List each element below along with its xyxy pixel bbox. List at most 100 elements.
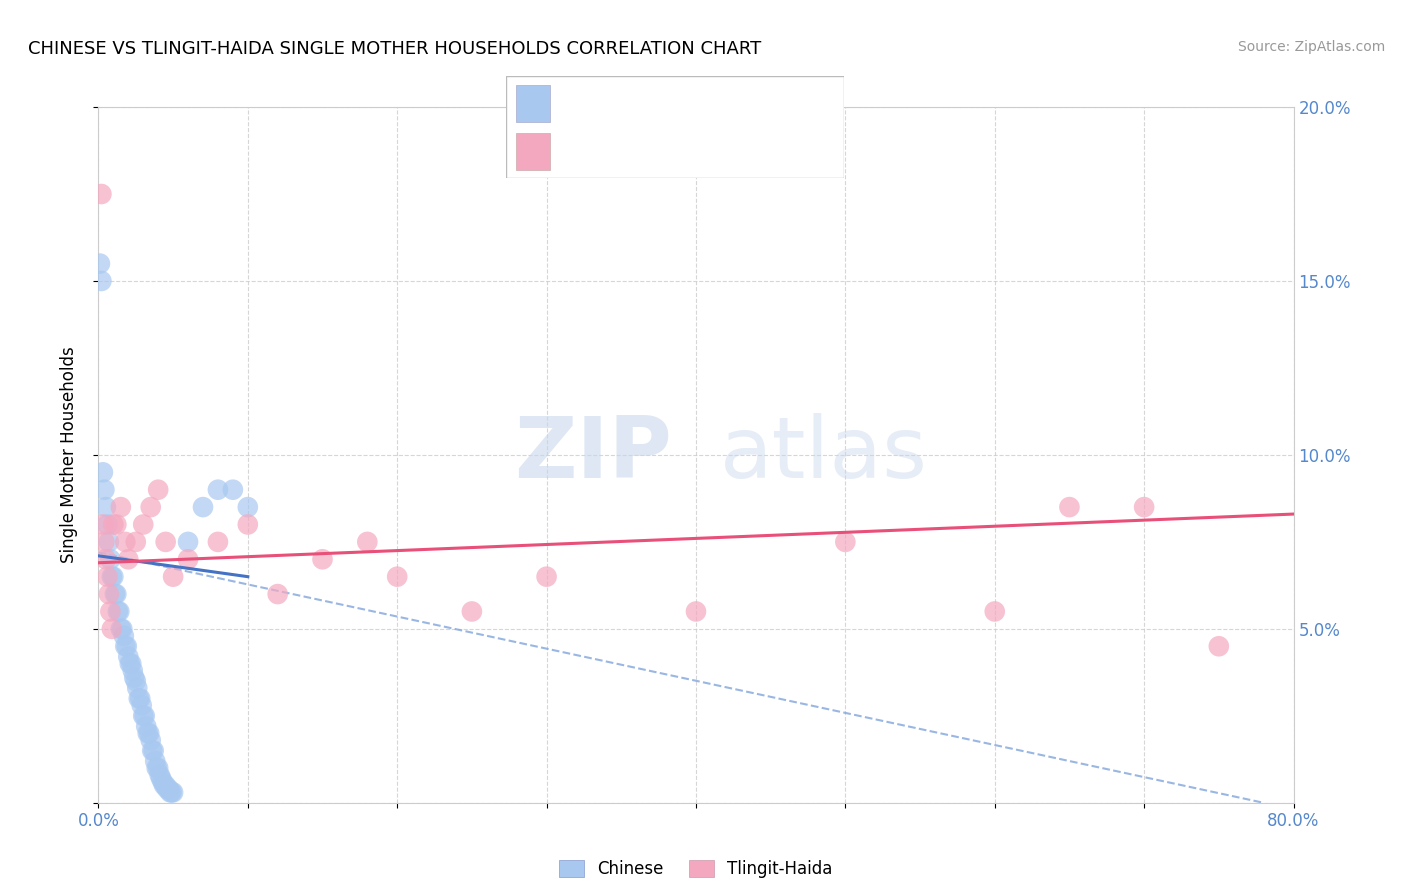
Point xyxy=(110,622,132,636)
FancyBboxPatch shape xyxy=(516,133,550,170)
Point xyxy=(128,691,150,706)
Point xyxy=(356,534,378,549)
Point xyxy=(222,483,245,497)
Point xyxy=(142,744,165,758)
Point xyxy=(97,534,120,549)
Point xyxy=(104,587,127,601)
Point xyxy=(125,534,148,549)
Point xyxy=(132,517,155,532)
Point xyxy=(139,733,162,747)
Point xyxy=(105,517,128,532)
Point xyxy=(685,605,707,619)
Point xyxy=(311,552,333,566)
Point xyxy=(149,768,172,782)
Point xyxy=(141,744,163,758)
Point xyxy=(207,483,229,497)
Point xyxy=(236,500,259,514)
Point xyxy=(114,639,136,653)
Point xyxy=(89,256,111,270)
Point xyxy=(108,605,131,619)
Text: R =  -0.058   N = 55: R = -0.058 N = 55 xyxy=(560,95,770,112)
Point xyxy=(94,552,117,566)
Point xyxy=(135,719,157,733)
Point xyxy=(114,534,136,549)
Point xyxy=(127,681,149,695)
Point xyxy=(124,671,146,685)
Text: R =  0.139   N = 34: R = 0.139 N = 34 xyxy=(560,141,759,159)
Point xyxy=(139,500,162,514)
Point xyxy=(143,754,166,768)
Point xyxy=(155,778,177,792)
Point xyxy=(162,785,184,799)
FancyBboxPatch shape xyxy=(506,76,844,178)
Point xyxy=(984,605,1007,619)
Text: 80.0%: 80.0% xyxy=(1267,812,1320,830)
Point xyxy=(117,649,139,664)
Point xyxy=(103,570,125,584)
Point xyxy=(101,622,124,636)
Point xyxy=(159,785,181,799)
Point xyxy=(236,517,259,532)
Point xyxy=(160,785,183,799)
Point xyxy=(100,552,122,566)
Point xyxy=(834,534,856,549)
Point xyxy=(121,664,143,678)
Point xyxy=(112,629,135,643)
Point xyxy=(118,657,141,671)
Text: atlas: atlas xyxy=(720,413,928,497)
Y-axis label: Single Mother Households: Single Mother Households xyxy=(59,347,77,563)
Point xyxy=(153,778,176,792)
Point xyxy=(115,639,138,653)
Point xyxy=(155,534,177,549)
Point xyxy=(1208,639,1230,653)
Point xyxy=(90,274,112,288)
Point xyxy=(131,698,153,713)
Point xyxy=(129,691,152,706)
Point xyxy=(96,517,118,532)
Legend: Chinese, Tlingit-Haida: Chinese, Tlingit-Haida xyxy=(553,854,839,885)
Point xyxy=(93,483,115,497)
Point xyxy=(162,570,184,584)
Text: 0.0%: 0.0% xyxy=(77,812,120,830)
FancyBboxPatch shape xyxy=(516,85,550,122)
Point xyxy=(107,605,129,619)
Point xyxy=(191,500,214,514)
Point xyxy=(91,517,114,532)
Text: CHINESE VS TLINGIT-HAIDA SINGLE MOTHER HOUSEHOLDS CORRELATION CHART: CHINESE VS TLINGIT-HAIDA SINGLE MOTHER H… xyxy=(28,40,762,58)
Point xyxy=(145,761,167,775)
Point xyxy=(101,570,124,584)
Point xyxy=(148,483,170,497)
Point xyxy=(90,187,112,202)
Point xyxy=(117,552,139,566)
Point xyxy=(132,708,155,723)
Point xyxy=(177,534,200,549)
Point xyxy=(111,622,134,636)
Point xyxy=(156,781,179,796)
Point xyxy=(96,570,118,584)
Point xyxy=(138,726,160,740)
Point xyxy=(152,775,174,789)
Point xyxy=(536,570,558,584)
Point xyxy=(93,534,115,549)
Point xyxy=(94,500,117,514)
Point xyxy=(97,587,120,601)
Point xyxy=(207,534,229,549)
Point xyxy=(148,761,170,775)
Point xyxy=(157,781,180,796)
Point xyxy=(105,587,128,601)
Point xyxy=(1059,500,1081,514)
Point xyxy=(110,500,132,514)
Text: Source: ZipAtlas.com: Source: ZipAtlas.com xyxy=(1237,40,1385,54)
Point xyxy=(103,517,125,532)
Point xyxy=(267,587,290,601)
Point xyxy=(136,726,159,740)
Point xyxy=(177,552,200,566)
Text: ZIP: ZIP xyxy=(515,413,672,497)
Point xyxy=(385,570,409,584)
Point xyxy=(1133,500,1156,514)
Point xyxy=(120,657,142,671)
Point xyxy=(134,708,156,723)
Point xyxy=(125,674,148,689)
Point xyxy=(150,772,173,786)
Point xyxy=(461,605,484,619)
